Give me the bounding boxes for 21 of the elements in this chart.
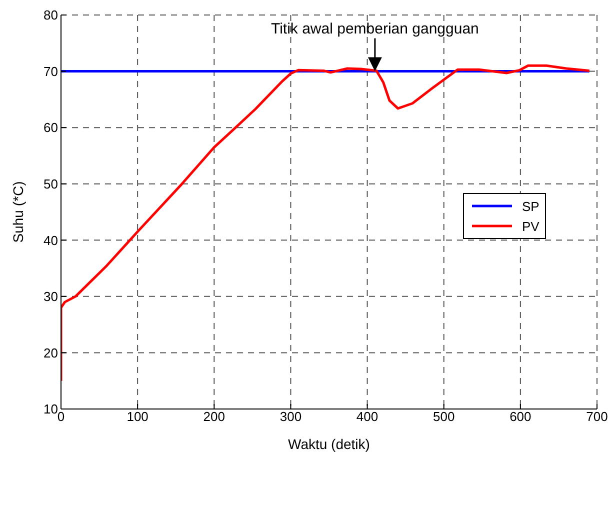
x-tick-label: 500 — [433, 409, 455, 424]
x-tick-label: 200 — [203, 409, 225, 424]
y-tick-label: 20 — [44, 345, 58, 360]
legend-label: SP — [522, 198, 540, 214]
legend-label: PV — [522, 218, 540, 234]
y-axis-title: Suhu (*C) — [10, 181, 26, 243]
x-tick-label: 400 — [356, 409, 378, 424]
y-tick-label: 10 — [44, 402, 58, 417]
y-tick-label: 70 — [44, 64, 58, 79]
y-tick-label: 40 — [44, 232, 58, 248]
y-tick-label: 80 — [44, 8, 58, 23]
x-tick-label: 0 — [57, 409, 65, 424]
x-axis-title: Waktu (detik) — [288, 436, 370, 452]
annotation: Titik awal pemberian gangguan — [270, 20, 479, 38]
y-tick-label: 60 — [44, 120, 58, 136]
x-tick-label: 700 — [586, 409, 608, 424]
x-tick-label: 300 — [280, 409, 302, 424]
x-tick-label: 100 — [126, 409, 148, 424]
x-tick-label: 600 — [510, 409, 532, 424]
y-tick-label: 50 — [44, 176, 58, 192]
y-tick-label: 30 — [44, 289, 58, 304]
